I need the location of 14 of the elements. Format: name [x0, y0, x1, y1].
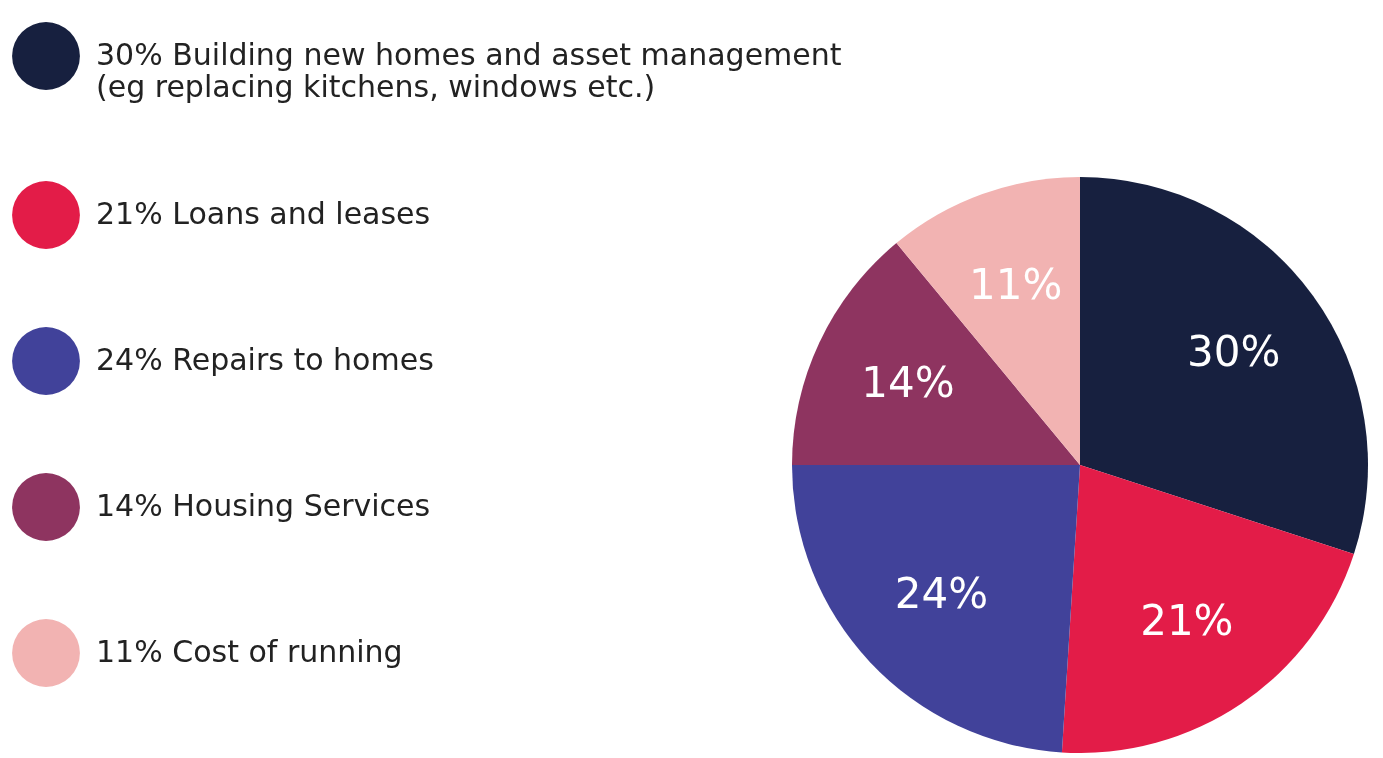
legend-label: 24% Repairs to homes	[96, 342, 434, 377]
data-label: 21%	[1140, 596, 1234, 646]
data-label: 30%	[1187, 327, 1281, 377]
data-label: 11%	[968, 260, 1063, 310]
pie-slice	[1061, 465, 1354, 753]
pie-slice	[1080, 177, 1368, 554]
pie-slice	[792, 243, 1080, 465]
data-label: 14%	[861, 358, 955, 408]
legend-label: 11% Cost of running	[96, 634, 403, 669]
pie-slice	[792, 465, 1080, 753]
legend-label: 21% Loans and leases	[96, 196, 431, 231]
data-label: 24%	[894, 569, 989, 619]
legend-label: 14% Housing Services	[96, 488, 431, 523]
legend-label: 30% Building new homes and asset management (eg replacing kitchens, windows etc.)	[96, 37, 842, 104]
